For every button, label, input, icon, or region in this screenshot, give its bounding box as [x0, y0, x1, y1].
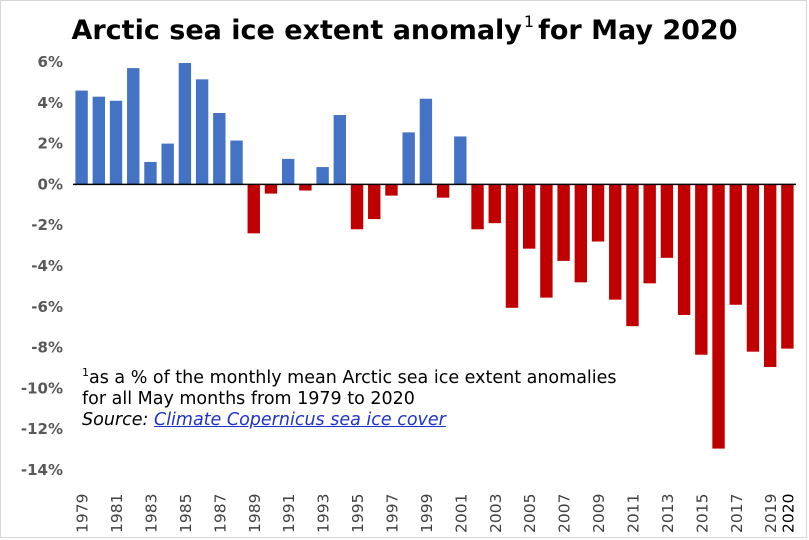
x-tick-label: 2003 [487, 494, 505, 533]
x-tick-label: 1987 [211, 494, 229, 533]
bar-2020 [781, 184, 794, 349]
bar-1993 [316, 167, 329, 185]
y-tick-labels: 6% 4% 2% 0% -2% -4% -6% -8% -10% -12% -14% [21, 53, 63, 479]
bar-1986 [195, 79, 209, 185]
x-tick-label: 2015 [693, 494, 711, 533]
title-footnote-mark: 1 [523, 12, 535, 31]
bar-2000 [436, 184, 450, 198]
bar-2017 [729, 184, 742, 305]
bar-1998 [402, 132, 415, 185]
bar-2019 [763, 184, 777, 367]
y-tick-label: -4% [31, 257, 63, 275]
bar-2002 [471, 184, 484, 230]
bar-1996 [368, 184, 381, 220]
x-tick-label: 1999 [418, 494, 436, 533]
x-tick-label: 2009 [590, 494, 608, 533]
bar-2018 [746, 184, 760, 352]
bar-1995 [350, 184, 364, 230]
bar-1990 [264, 184, 278, 194]
y-tick-label: 0% [38, 175, 63, 193]
x-tick-label: 1993 [315, 494, 333, 533]
bar-1999 [419, 98, 433, 185]
bar-2010 [609, 184, 622, 300]
x-tick-label: 2019 [762, 494, 780, 533]
note-mark: 1 [82, 366, 89, 379]
y-tick-label: -6% [31, 298, 63, 316]
bar-1997 [385, 184, 398, 196]
bar-1989 [247, 184, 260, 234]
bars-group [75, 63, 794, 449]
bar-2013 [660, 184, 674, 258]
chart-title: Arctic sea ice extent anomaly 1 for May 20… [0, 12, 809, 46]
x-tick-labels: 1979 1981 1983 1985 1987 1989 1991 1993 1995 1997… [74, 494, 798, 533]
x-tick-label: 1983 [142, 494, 160, 533]
bar-2001 [454, 136, 467, 185]
bar-1983 [144, 161, 157, 185]
bar-1980 [92, 96, 106, 185]
bar-2007 [557, 184, 570, 261]
title-suffix: for May 2020 [538, 15, 738, 46]
x-tick-label: 2017 [728, 494, 746, 533]
bar-1985 [178, 63, 192, 185]
bar-2004 [505, 184, 519, 308]
note-line-2: for all May months from 1979 to 2020 [82, 389, 415, 409]
x-tick-label: 1997 [383, 494, 401, 533]
title-text: Arctic sea ice extent anomaly [71, 15, 522, 46]
bar-2015 [695, 184, 708, 355]
bar-2008 [574, 184, 588, 283]
bar-1982 [127, 68, 140, 185]
bar-2009 [591, 184, 605, 242]
bar-1979 [75, 90, 88, 185]
x-tick-label: 2007 [556, 494, 574, 533]
bar-1994 [333, 115, 347, 185]
note-line-1: as a % of the monthly mean Arctic sea ic… [89, 368, 617, 388]
bar-1984 [161, 143, 174, 185]
bar-2014 [677, 184, 691, 315]
x-tick-label: 1995 [349, 494, 367, 533]
bar-2003 [488, 184, 501, 224]
bar-1991 [281, 158, 295, 185]
bar-1988 [230, 140, 243, 185]
y-tick-label: -12% [21, 420, 63, 438]
y-tick-label: -2% [31, 216, 63, 234]
x-tick-label: 1989 [246, 494, 264, 533]
bar-1981 [109, 100, 123, 185]
bar-2011 [626, 184, 639, 327]
x-tick-label: 2011 [624, 494, 642, 533]
x-tick-label: 2013 [659, 494, 677, 533]
x-tick-label: 2001 [452, 494, 470, 533]
y-tick-label: -10% [21, 379, 63, 397]
bar-1992 [299, 184, 312, 191]
y-tick-label: -8% [31, 339, 63, 357]
source-label: Source: [82, 410, 149, 430]
bar-2005 [522, 184, 536, 249]
y-tick-label: 4% [38, 94, 63, 112]
bar-2006 [540, 184, 553, 298]
bar-2016 [712, 184, 725, 449]
x-tick-label: 2005 [521, 494, 539, 533]
y-tick-label: -14% [21, 461, 63, 479]
bar-1987 [213, 113, 226, 185]
y-tick-label: 2% [38, 135, 63, 153]
chart-footnote: 1as a % of the monthly mean Arctic sea i… [82, 362, 617, 431]
x-tick-label: 2020 [779, 494, 797, 533]
x-tick-label: 1991 [280, 494, 298, 533]
source-link[interactable]: Climate Copernicus sea ice cover [153, 410, 446, 430]
x-tick-label: 1981 [108, 494, 126, 533]
y-tick-label: 6% [38, 53, 63, 71]
x-tick-label: 1985 [177, 494, 195, 533]
x-tick-label: 1979 [74, 494, 92, 533]
bar-2012 [643, 184, 656, 284]
